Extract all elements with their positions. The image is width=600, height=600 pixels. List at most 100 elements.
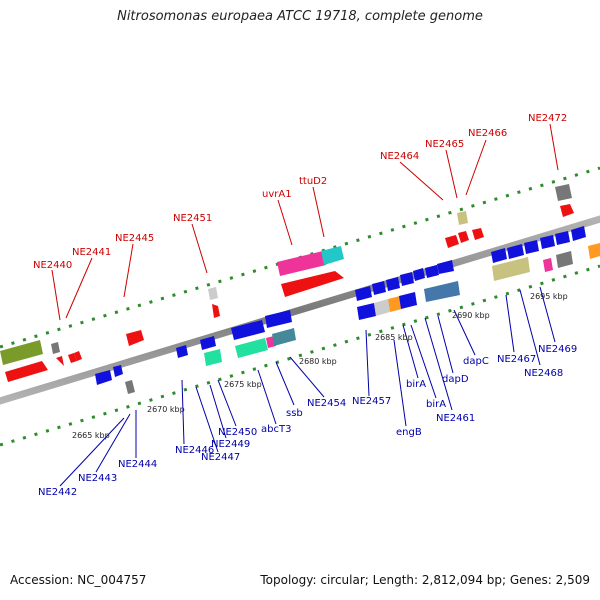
forward-strand-genes — [0, 184, 574, 382]
gene-ne2454[interactable] — [272, 328, 296, 346]
gene-olive[interactable] — [0, 340, 43, 365]
gene-blue-row1-c[interactable] — [524, 240, 539, 254]
gene-label-ne2449[interactable]: NE2449 — [211, 439, 250, 450]
scale-label-2665: 2665 kbp — [72, 431, 110, 440]
gene-blue-row2-b[interactable] — [399, 292, 417, 309]
gene-ssb[interactable] — [265, 310, 292, 328]
gene-ne2450[interactable] — [204, 349, 222, 366]
gene-ne2464-a[interactable] — [445, 235, 459, 248]
reverse-strand-genes — [95, 226, 600, 394]
gene-ne2472-gray[interactable] — [555, 184, 572, 201]
gene-label-ne2450[interactable]: NE2450 — [218, 427, 257, 438]
gene-ne2468-pink[interactable] — [543, 258, 553, 272]
gene-ne2469[interactable] — [556, 251, 573, 268]
gene-label-ne2451[interactable]: NE2451 — [173, 213, 212, 224]
gene-label-ne2457[interactable]: NE2457 — [352, 396, 391, 407]
gene-dapd[interactable] — [425, 265, 439, 278]
reverse-leader-lines — [59, 286, 556, 487]
reverse-gene-labels: NE2442 NE2443 NE2444 NE2446 NE2447 NE244… — [38, 344, 577, 498]
gene-ne2443[interactable] — [113, 365, 123, 377]
gene-ttud2[interactable] — [321, 246, 344, 265]
scale-label-2675: 2675 kbp — [224, 380, 262, 389]
gene-ne2446[interactable] — [176, 345, 188, 358]
gene-label-ne2465[interactable]: NE2465 — [425, 139, 464, 150]
gene-label-engb[interactable]: engB — [396, 427, 422, 438]
map-title: Nitrosomonas europaea ATCC 19718, comple… — [117, 9, 483, 24]
gene-label-ne2464[interactable]: NE2464 — [380, 151, 419, 162]
gene-ne2451[interactable] — [212, 304, 220, 318]
gene-abct3-teal[interactable] — [235, 338, 268, 358]
gene-label-abct3[interactable]: abcT3 — [261, 424, 291, 435]
gene-ne2464-b[interactable] — [458, 231, 469, 243]
scale-label-2695: 2695 kbp — [530, 292, 568, 301]
gene-ne2445[interactable] — [126, 330, 144, 346]
gene-ne2466[interactable] — [457, 211, 468, 225]
gene-label-bira-1[interactable]: birA — [406, 379, 426, 390]
gene-steel[interactable] — [424, 281, 460, 302]
gene-label-uvra1[interactable]: uvrA1 — [262, 189, 292, 200]
gene-label-ne2461[interactable]: NE2461 — [436, 413, 475, 424]
gene-ne2451-gray[interactable] — [208, 287, 218, 300]
gene-label-dapd[interactable]: dapD — [442, 374, 469, 385]
gene-blue-row1-e[interactable] — [555, 231, 570, 245]
gene-red-pair-b[interactable] — [74, 351, 82, 361]
gene-label-ne2445[interactable]: NE2445 — [115, 233, 154, 244]
scale-label-2685: 2685 kbp — [375, 333, 413, 342]
gene-label-ne2446[interactable]: NE2446 — [175, 445, 214, 456]
gene-engb[interactable] — [372, 281, 386, 295]
gene-blue-row2-gray[interactable] — [374, 299, 390, 316]
gene-label-ne2454[interactable]: NE2454 — [307, 398, 346, 409]
gene-blue-row1-b[interactable] — [507, 244, 524, 259]
gene-ne2449[interactable] — [200, 336, 216, 350]
gene-red-long[interactable] — [281, 271, 344, 297]
gene-label-ne2467[interactable]: NE2467 — [497, 354, 536, 365]
gene-label-bira-2[interactable]: birA — [426, 399, 446, 410]
gene-label-ne2440[interactable]: NE2440 — [33, 260, 72, 271]
gene-label-ne2441[interactable]: NE2441 — [72, 247, 111, 258]
gene-label-ne2472[interactable]: NE2472 — [528, 113, 567, 124]
genome-backbone — [0, 215, 600, 405]
gene-ne2461[interactable] — [413, 268, 425, 281]
gene-ne2467[interactable] — [492, 257, 530, 281]
gene-label-ne2442[interactable]: NE2442 — [38, 487, 77, 498]
gene-label-ssb[interactable]: ssb — [286, 408, 303, 419]
gene-ne2444[interactable] — [125, 380, 135, 394]
scale-label-2690: 2690 kbp — [452, 311, 490, 320]
gene-label-ne2468[interactable]: NE2468 — [524, 368, 563, 379]
accession-text: Accession: NC_004757 — [10, 573, 147, 587]
gene-label-dapc[interactable]: dapC — [463, 356, 489, 367]
gene-label-ne2469[interactable]: NE2469 — [538, 344, 577, 355]
gene-blue-row2-orange[interactable] — [388, 296, 402, 312]
gene-blue-row2-a[interactable] — [357, 303, 376, 320]
scale-label-2680: 2680 kbp — [299, 357, 337, 366]
gene-abct3-blue[interactable] — [231, 320, 265, 340]
gene-blue-row1-d[interactable] — [540, 235, 555, 249]
topology-text: Topology: circular; Length: 2,812,094 bp… — [260, 573, 590, 587]
gene-orange-edge[interactable] — [588, 243, 600, 259]
gene-ne2442[interactable] — [95, 370, 112, 385]
gene-dapc[interactable] — [437, 260, 454, 274]
gene-red-large[interactable] — [5, 361, 48, 382]
gene-red-small[interactable] — [56, 356, 64, 366]
gene-ne2457[interactable] — [355, 286, 372, 301]
gene-label-ne2466[interactable]: NE2466 — [468, 128, 507, 139]
forward-gene-labels: NE2440 NE2441 NE2445 NE2451 uvrA1 ttuD2 … — [33, 113, 567, 271]
gene-ne2465[interactable] — [472, 228, 484, 240]
gene-label-ne2447[interactable]: NE2447 — [201, 452, 240, 463]
gene-ne2472[interactable] — [560, 204, 574, 217]
gene-label-ne2444[interactable]: NE2444 — [118, 459, 157, 470]
gene-blue-row1-a[interactable] — [491, 248, 507, 263]
gene-bira-a[interactable] — [386, 277, 400, 291]
gene-label-ttud2[interactable]: ttuD2 — [299, 176, 327, 187]
gene-blue-row1-f[interactable] — [571, 226, 586, 241]
gene-label-ne2443[interactable]: NE2443 — [78, 473, 117, 484]
gene-gray-small[interactable] — [51, 342, 60, 354]
reverse-tick-track — [0, 264, 600, 447]
gene-red-pair[interactable] — [68, 353, 77, 363]
scale-label-2670: 2670 kbp — [147, 405, 185, 414]
scale-labels: 2665 kbp 2670 kbp 2675 kbp 2680 kbp 2685… — [72, 292, 568, 440]
gene-uvra1[interactable] — [277, 251, 326, 276]
gene-bira-b[interactable] — [400, 272, 414, 286]
forward-leader-lines — [51, 123, 559, 321]
